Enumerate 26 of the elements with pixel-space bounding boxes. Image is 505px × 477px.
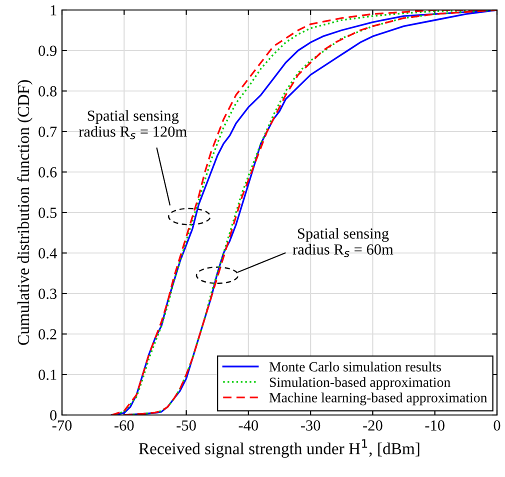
y-tick-label: 0 <box>50 410 57 420</box>
x-tick-label: -40 <box>238 420 258 431</box>
x-tick-label: 0 <box>494 420 500 431</box>
y-tick-label: 0.2 <box>38 329 56 340</box>
annotation: Spatial sensing radius R$_{s}$ = 120m <box>78 110 187 140</box>
x-tick-label: -20 <box>363 420 382 431</box>
annotation: Spatial sensing radius R$_{s}$ = 60m <box>292 228 394 258</box>
legend-label: Monte Carlo simulation results <box>269 362 441 372</box>
legend-label: Simulation-based approximation <box>270 377 450 390</box>
x-tick-label: -60 <box>114 420 134 431</box>
x-tick-label: -50 <box>176 420 196 431</box>
y-tick-label: 0.9 <box>38 46 57 56</box>
legend-label: Machine learning-based approximation <box>269 392 488 406</box>
y-tick-label: 0.4 <box>38 248 57 259</box>
y-tick-label: 0.3 <box>38 288 57 300</box>
y-tick-label: 0.6 <box>38 167 57 178</box>
x-tick-label: -30 <box>300 420 320 431</box>
y-tick-label: 0.7 <box>38 126 57 138</box>
x-axis-title: Received signal strength under H$^{1}$, [dBm] <box>138 439 420 458</box>
y-tick-label: 0.8 <box>38 86 57 97</box>
y-tick-label: 0.5 <box>38 208 57 218</box>
x-tick-label: -70 <box>52 420 72 431</box>
y-axis-title: Cumulative distribution function (CDF) <box>17 80 32 345</box>
y-tick-label: 0.1 <box>38 370 56 380</box>
y-tick-label: 1 <box>50 5 56 16</box>
x-tick-label: -10 <box>425 420 444 431</box>
